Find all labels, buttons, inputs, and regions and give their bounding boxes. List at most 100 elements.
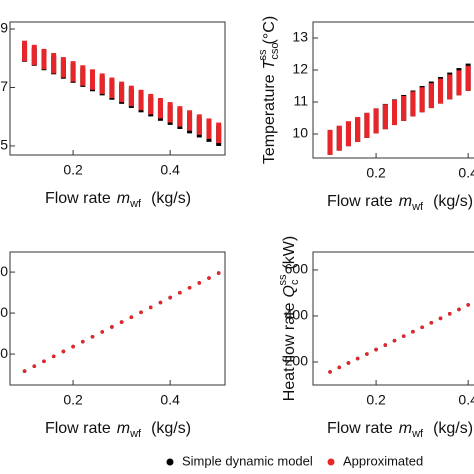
plot-frame xyxy=(9,251,226,386)
range-bar xyxy=(187,110,193,131)
range-bar xyxy=(465,65,471,91)
y-title-unit: (kW) xyxy=(281,236,298,270)
point xyxy=(216,271,221,275)
range-bar xyxy=(31,44,37,66)
plot-area xyxy=(22,271,221,373)
range-bar xyxy=(177,106,183,127)
x-title-sub: wf xyxy=(129,198,142,210)
x-title-sub: wf xyxy=(411,428,424,440)
y-tick-label: 200 xyxy=(285,353,309,369)
y-tick-label: 00 xyxy=(0,345,8,361)
point xyxy=(447,312,452,316)
point xyxy=(148,305,153,310)
x-tick-label: 0.4 xyxy=(160,162,180,178)
point xyxy=(168,295,172,300)
range-bar xyxy=(447,74,453,100)
y-title-text: Heat flow rate xyxy=(281,302,298,401)
y-tick-label: 7 xyxy=(0,78,8,94)
point xyxy=(119,320,124,324)
y-tick-label: 00 xyxy=(0,263,8,279)
y-title-unit: (°C) xyxy=(261,16,278,45)
point xyxy=(129,315,134,319)
y-tick-label: 13 xyxy=(292,29,308,45)
point xyxy=(346,361,351,365)
point xyxy=(411,329,415,334)
point xyxy=(438,316,443,321)
point xyxy=(392,338,397,343)
point xyxy=(42,359,46,364)
range-bar xyxy=(428,83,434,109)
y-tick-label: 10 xyxy=(292,125,308,141)
marks xyxy=(327,63,471,155)
range-bar xyxy=(99,73,105,94)
x-title-var: m xyxy=(399,420,412,437)
range-bar xyxy=(382,104,388,130)
point xyxy=(457,307,461,312)
legend-label: Approximated xyxy=(343,453,423,468)
point xyxy=(158,300,163,305)
x-tick-label: 0.4 xyxy=(160,392,180,408)
plot-area xyxy=(327,63,471,155)
point xyxy=(187,286,192,290)
x-tick-label: 0.2 xyxy=(366,392,386,408)
x-tick-label: 0.2 xyxy=(63,392,83,408)
point xyxy=(22,369,27,373)
x-axis-title: Flow rate mwf (kg/s) xyxy=(45,190,191,210)
marks xyxy=(328,303,470,374)
point xyxy=(32,364,37,368)
y-title-sup: ss xyxy=(257,49,269,61)
y-tick-label: 11 xyxy=(293,93,308,109)
point xyxy=(100,330,105,334)
point xyxy=(80,339,85,344)
range-bar xyxy=(336,125,342,151)
range-bar xyxy=(60,57,66,78)
point xyxy=(337,365,342,370)
plot-area xyxy=(328,303,470,374)
x-tick-label: 0.4 xyxy=(458,165,474,181)
range-bar xyxy=(109,77,115,98)
range-bar xyxy=(196,114,202,135)
y-title-sub: c xyxy=(289,279,301,285)
point xyxy=(401,334,406,338)
x-title-unit: (kg/s) xyxy=(151,420,191,437)
x-title-text: Flow rate xyxy=(45,420,111,437)
range-bar xyxy=(90,69,96,90)
marks xyxy=(22,271,221,373)
y-tick-label: 9 xyxy=(0,20,8,36)
plot-frame xyxy=(9,21,226,156)
range-bar xyxy=(51,52,57,74)
plot-frame xyxy=(312,251,474,386)
legend-marker xyxy=(166,458,174,466)
x-title-text: Flow rate xyxy=(45,190,111,207)
point xyxy=(90,334,95,339)
point xyxy=(197,281,202,285)
y-title-sub: cso xyxy=(269,42,281,59)
x-axis-title: Flow rate mwf (kg/s) xyxy=(327,193,473,213)
point xyxy=(207,276,211,280)
plot-area xyxy=(22,40,222,146)
y-tick-label: 400 xyxy=(285,307,309,323)
point xyxy=(466,303,470,307)
range-bar xyxy=(327,129,333,155)
range-bar xyxy=(119,81,125,103)
y-title-var: Q xyxy=(281,285,298,297)
marks xyxy=(22,40,222,146)
point xyxy=(383,343,388,347)
range-bar xyxy=(456,70,462,96)
point xyxy=(71,344,75,349)
range-bar xyxy=(167,102,173,123)
x-title-text: Flow rate xyxy=(327,193,393,210)
range-bar xyxy=(206,118,212,139)
y-tick-label: 00 xyxy=(0,304,8,320)
plot-frame xyxy=(312,21,474,159)
range-bar xyxy=(355,117,361,142)
range-bar xyxy=(157,98,163,119)
point xyxy=(355,356,360,361)
range-bar xyxy=(22,40,28,62)
range-bar xyxy=(345,121,351,147)
range-bar xyxy=(80,65,86,86)
range-bar xyxy=(148,93,154,115)
y-axis-title: Heat flow rate Qcss (kW) xyxy=(277,236,301,401)
x-axis-title: Flow rate mwf (kg/s) xyxy=(327,420,473,440)
